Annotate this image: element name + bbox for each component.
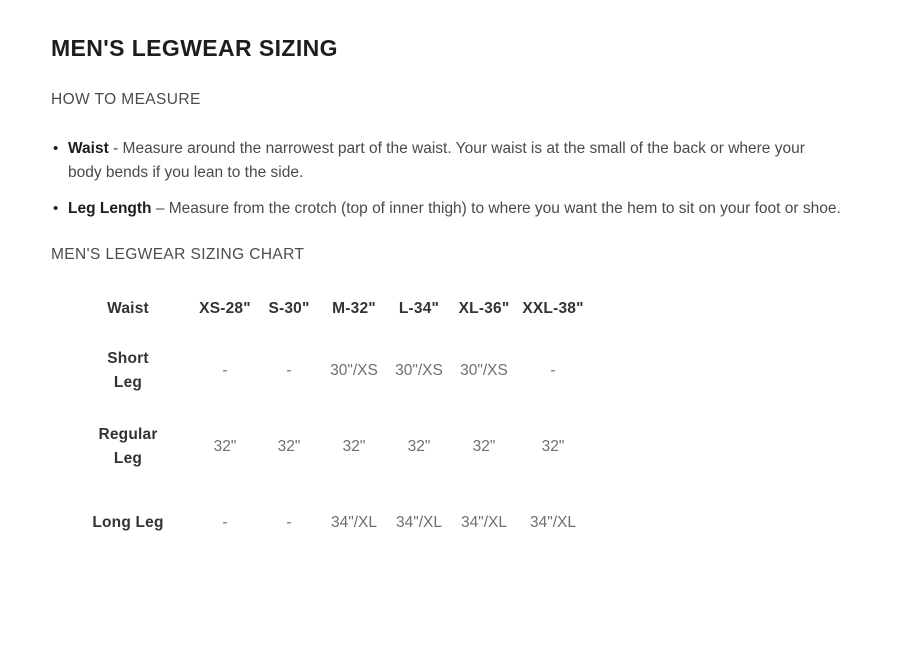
sizing-page: MEN'S LEGWEAR SIZING HOW TO MEASURE Wais… bbox=[0, 0, 899, 561]
measure-item-leg-length: Leg Length – Measure from the crotch (to… bbox=[51, 197, 841, 221]
column-header-waist: Waist bbox=[107, 300, 149, 317]
row-label-regular-leg: Regular Leg bbox=[98, 426, 158, 467]
sizing-chart-heading: MEN'S LEGWEAR SIZING CHART bbox=[51, 246, 305, 263]
measure-text-waist: - Measure around the narrowest part of t… bbox=[68, 140, 805, 181]
column-header-m: M-32" bbox=[332, 300, 376, 317]
column-header-xl: XL-36" bbox=[458, 300, 510, 317]
cell-long-s: - bbox=[286, 514, 292, 531]
cell-short-m: 30"/XS bbox=[330, 362, 378, 379]
cell-long-l: 34"/XL bbox=[395, 514, 442, 531]
table-row-short-leg: Short Leg - - 30"/XS 30"/XS 30"/XS - bbox=[63, 333, 589, 409]
measure-text-leg-length: – Measure from the crotch (top of inner … bbox=[151, 200, 841, 217]
cell-regular-xxl: 32" bbox=[541, 438, 565, 455]
cell-regular-xs: 32" bbox=[213, 438, 237, 455]
cell-regular-s: 32" bbox=[277, 438, 301, 455]
cell-short-xs: - bbox=[222, 362, 228, 379]
table-row-long-leg: Long Leg - - 34"/XL 34"/XL 34"/XL 34"/XL bbox=[63, 485, 589, 561]
column-header-s: S-30" bbox=[268, 300, 310, 317]
cell-long-m: 34"/XL bbox=[330, 514, 377, 531]
table-header-row: Waist XS-28" S-30" M-32" L-34" XL-36" XX… bbox=[63, 285, 589, 333]
column-header-xs: XS-28" bbox=[199, 300, 251, 317]
how-to-measure-heading: HOW TO MEASURE bbox=[51, 91, 201, 108]
cell-long-xs: - bbox=[222, 514, 228, 531]
cell-regular-l: 32" bbox=[407, 438, 431, 455]
measure-list: Waist - Measure around the narrowest par… bbox=[51, 137, 848, 221]
cell-regular-m: 32" bbox=[342, 438, 366, 455]
cell-regular-xl: 32" bbox=[472, 438, 496, 455]
row-label-long-leg: Long Leg bbox=[92, 514, 164, 531]
measure-term-waist: Waist bbox=[68, 140, 109, 157]
measure-term-leg-length: Leg Length bbox=[68, 200, 152, 217]
column-header-xxl: XXL-38" bbox=[522, 300, 584, 317]
cell-short-xl: 30"/XS bbox=[460, 362, 508, 379]
row-label-short-leg: Short Leg bbox=[107, 350, 149, 391]
table-row-regular-leg: Regular Leg 32" 32" 32" 32" 32" 32" bbox=[63, 409, 589, 485]
page-title: MEN'S LEGWEAR SIZING bbox=[51, 35, 338, 61]
cell-short-l: 30"/XS bbox=[395, 362, 443, 379]
cell-short-s: - bbox=[286, 362, 292, 379]
column-header-l: L-34" bbox=[398, 300, 440, 317]
cell-long-xl: 34"/XL bbox=[460, 514, 507, 531]
cell-long-xxl: 34"/XL bbox=[529, 514, 576, 531]
measure-item-waist: Waist - Measure around the narrowest par… bbox=[51, 137, 841, 185]
sizing-table: Waist XS-28" S-30" M-32" L-34" XL-36" XX… bbox=[63, 285, 589, 561]
cell-short-xxl: - bbox=[550, 362, 556, 379]
